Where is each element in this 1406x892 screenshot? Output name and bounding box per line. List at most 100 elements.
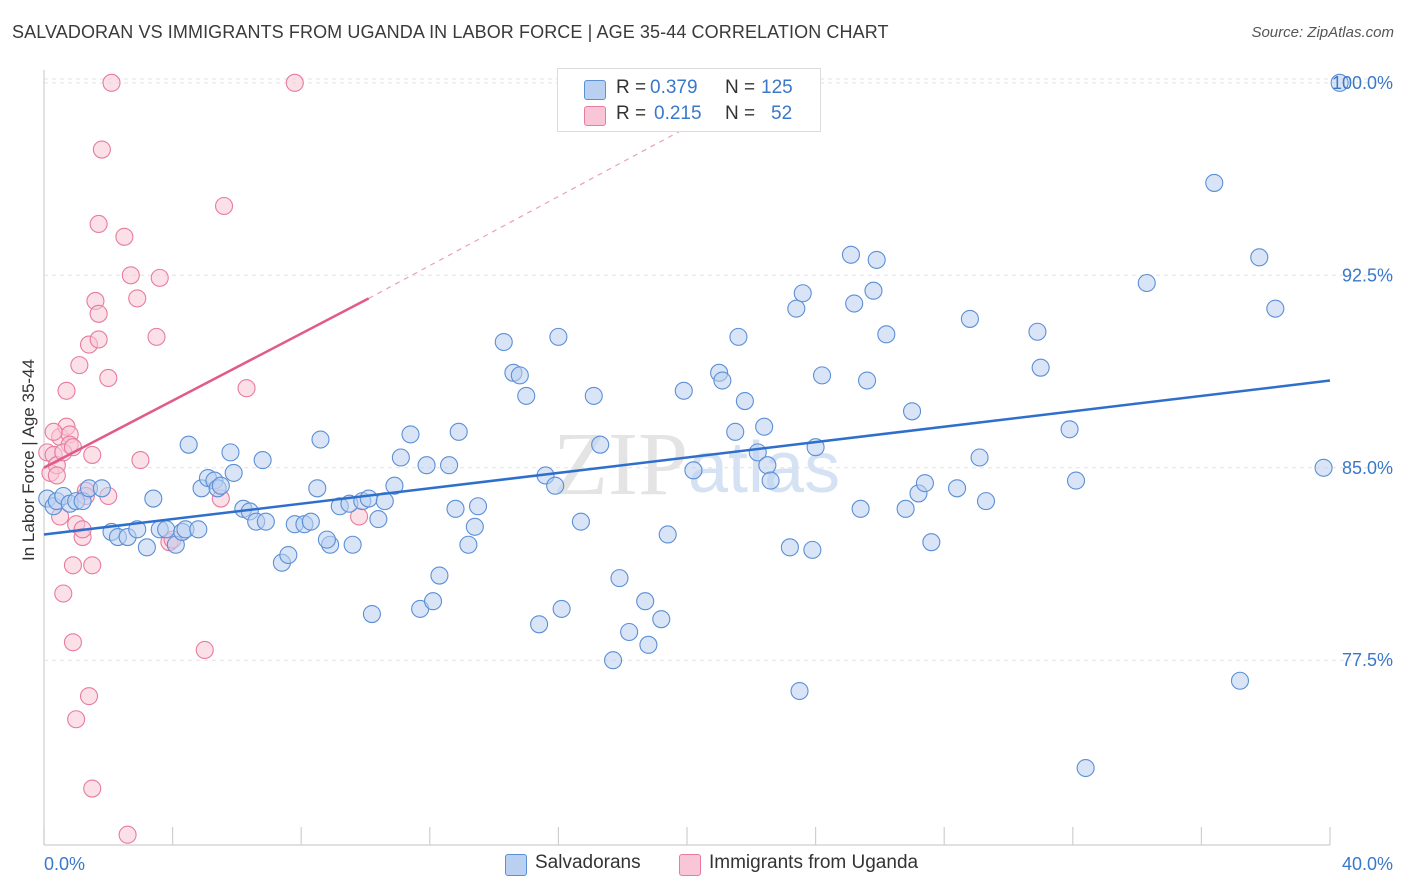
salvadoran-point (793, 284, 812, 303)
n-value: 52 (771, 103, 793, 124)
legend-pink-swatch (679, 854, 701, 876)
salvadoran-point (864, 281, 883, 300)
uganda-point (214, 196, 234, 216)
stats-row-uganda: R = 0.215 N = 52 (584, 103, 814, 129)
salvadoran-point (256, 512, 275, 531)
pink-swatch (584, 106, 606, 126)
uganda-point (54, 584, 73, 603)
salvadoran-point (343, 535, 362, 554)
uganda-point (118, 825, 137, 844)
salvadoran-point (391, 448, 410, 467)
salvadoran-point (144, 489, 163, 508)
salvadoran-point (311, 430, 330, 449)
salvadoran-point (684, 461, 703, 480)
salvadoran-point (1076, 758, 1095, 778)
chart-title: SALVADORAN VS IMMIGRANTS FROM UGANDA IN … (12, 22, 889, 42)
salvadoran-point (761, 471, 780, 490)
uganda-point (89, 330, 108, 349)
salvadoran-point (440, 456, 459, 475)
salvadoran-point (780, 538, 799, 557)
salvadoran-point (841, 245, 861, 264)
uganda-point (63, 633, 82, 652)
salvadoran-point (1330, 73, 1349, 92)
salvadoran-trend-line (43, 379, 1331, 536)
uganda-point (147, 327, 166, 346)
salvadoran-point (459, 535, 478, 554)
legend-label-salvadorans: Salvadorans (535, 852, 641, 873)
salvadoran-point (1230, 671, 1250, 690)
uganda-point (83, 779, 102, 798)
uganda-point (89, 214, 108, 234)
salvadoran-point (591, 435, 610, 454)
uganda-point (99, 368, 118, 387)
salvadoran-point (571, 512, 590, 531)
x-tick-label-min: 0.0% (44, 854, 85, 874)
uganda-point (115, 227, 134, 246)
salvadoran-point (369, 510, 388, 529)
n-value: 125 (761, 77, 793, 98)
uganda-point (285, 73, 304, 92)
salvadoran-point (726, 422, 745, 441)
r-value: 0.215 (654, 103, 702, 124)
uganda-point (102, 73, 121, 92)
uganda-point (131, 451, 150, 470)
salvadoran-point (549, 327, 568, 346)
salvadoran-point (253, 451, 272, 470)
uganda-point (63, 556, 82, 575)
salvadoran-point (652, 610, 671, 629)
salvadoran-point (157, 520, 176, 539)
salvadoran-point (896, 499, 915, 518)
salvadoran-point (211, 476, 230, 495)
salvadoran-point (1205, 173, 1224, 192)
salvadoran-point (417, 456, 436, 475)
salvadoran-point (179, 435, 198, 454)
salvadoran-point (713, 371, 732, 390)
salvadoran-point (546, 476, 565, 495)
salvadoran-point (465, 517, 484, 536)
salvadoran-point (221, 443, 240, 462)
uganda-point (83, 445, 102, 464)
salvadoran-point (301, 512, 320, 531)
salvadoran-point (610, 569, 629, 588)
salvadoran-point (902, 402, 922, 421)
salvadoran-point (970, 448, 989, 467)
salvadoran-point (468, 497, 488, 516)
salvadoran-point (1266, 299, 1285, 318)
uganda-point (83, 556, 102, 575)
y-axis-label: In Labor Force | Age 35-44 (19, 359, 38, 561)
salvadoran-point (584, 386, 603, 405)
salvadoran-point (620, 622, 639, 642)
salvadoran-point (948, 479, 967, 498)
salvadoran-point (658, 525, 677, 544)
salvadoran-point (92, 479, 111, 498)
salvadoran-point (639, 635, 658, 654)
salvadoran-point (423, 592, 443, 611)
salvadoran-point (636, 592, 655, 611)
uganda-point (150, 268, 169, 287)
salvadoran-point (385, 476, 404, 495)
r-label: R = (616, 103, 647, 124)
salvadoran-point (787, 299, 806, 318)
salvadoran-point (604, 651, 623, 670)
salvadoran-point (494, 332, 513, 352)
salvadoran-point (867, 250, 886, 269)
salvadoran-point (446, 499, 465, 518)
salvadoran-point (137, 538, 156, 557)
uganda-point (237, 379, 256, 398)
salvadoran-point (530, 615, 549, 634)
salvadoran-point (449, 422, 468, 441)
x-tick-label-max: 40.0% (1342, 854, 1393, 874)
salvadoran-point (851, 499, 870, 518)
salvadoran-point (1250, 248, 1269, 267)
uganda-point (47, 466, 66, 485)
salvadoran-point (845, 294, 864, 313)
salvadoran-point (960, 309, 979, 328)
salvadoran-point (915, 474, 934, 493)
salvadoran-point (803, 540, 822, 559)
uganda-point (70, 356, 89, 375)
stats-row-salvadorans: R = 0.379 N = 125 (584, 77, 814, 103)
salvadoran-point (552, 599, 571, 618)
uganda-point (92, 140, 111, 159)
salvadoran-point (317, 530, 336, 549)
